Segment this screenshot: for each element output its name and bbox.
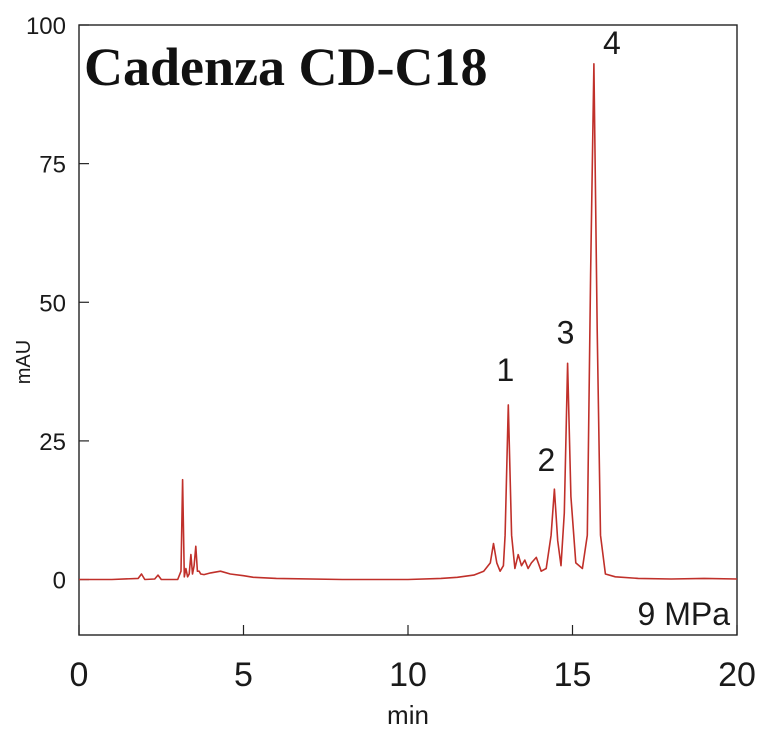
y-tick-label: 100 bbox=[26, 13, 66, 40]
y-axis-label: mAU bbox=[13, 340, 35, 384]
y-tick-label: 75 bbox=[39, 152, 66, 179]
x-tick-label: 20 bbox=[718, 656, 756, 694]
x-axis: 0 5 10 15 20 bbox=[70, 625, 756, 694]
y-tick-label: 50 bbox=[39, 290, 66, 317]
peak-label: 2 bbox=[538, 442, 556, 478]
y-tick-label: 25 bbox=[39, 429, 66, 456]
y-tick-label: 0 bbox=[53, 568, 66, 595]
peak-label: 3 bbox=[557, 314, 575, 350]
plot-frame bbox=[78, 24, 738, 636]
peak-labels: 1 2 3 4 bbox=[496, 25, 620, 478]
x-tick-label: 10 bbox=[389, 656, 427, 694]
x-axis-label: min bbox=[387, 700, 429, 729]
peak-label: 4 bbox=[603, 25, 621, 61]
pressure-annotation: 9 MPa bbox=[638, 596, 731, 632]
x-tick-label: 5 bbox=[234, 656, 253, 694]
chromatogram-trace bbox=[79, 63, 738, 581]
x-tick-label: 15 bbox=[554, 656, 592, 694]
chart-title: Cadenza CD-C18 bbox=[84, 37, 487, 97]
y-axis: 0 25 50 75 100 bbox=[26, 13, 89, 595]
peak-label: 1 bbox=[496, 352, 514, 388]
x-tick-label: 0 bbox=[70, 656, 89, 694]
